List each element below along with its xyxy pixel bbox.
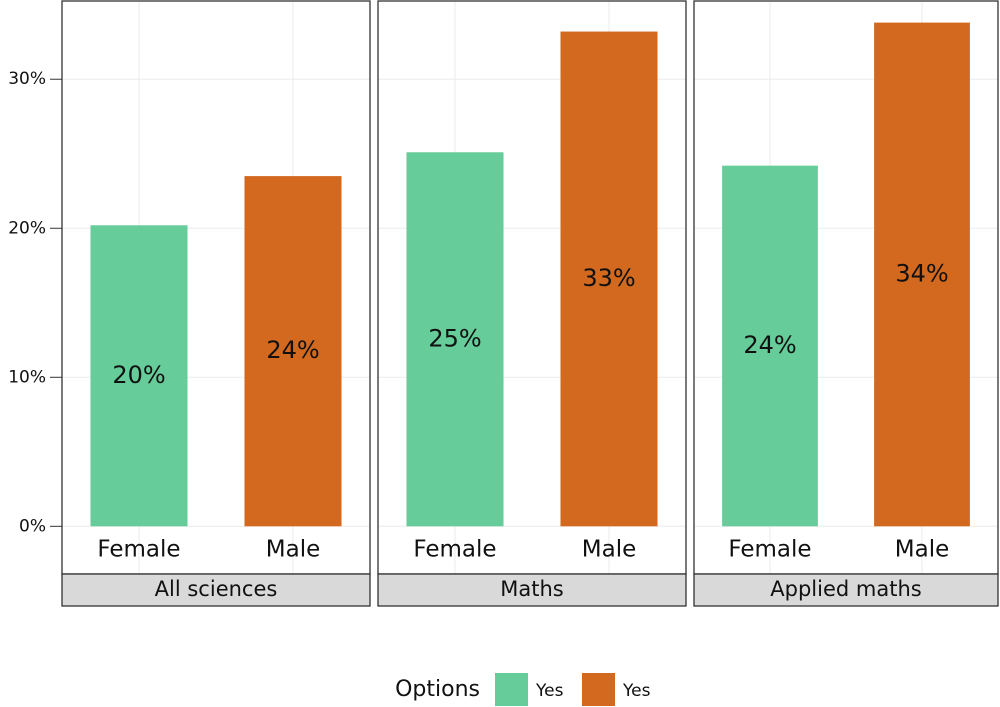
bar xyxy=(722,165,818,527)
y-tick-label: 0% xyxy=(19,516,46,536)
x-tick-label: Male xyxy=(895,537,949,563)
strip-label: All sciences xyxy=(155,577,278,601)
value-label: 20% xyxy=(112,361,165,389)
value-label: 24% xyxy=(266,336,319,364)
bar xyxy=(560,31,658,527)
bar xyxy=(90,225,188,527)
strip-label: Applied maths xyxy=(770,577,921,601)
legend-title: Options xyxy=(395,677,480,702)
value-label: 34% xyxy=(895,259,948,287)
value-label: 33% xyxy=(582,264,635,292)
legend-label: Yes xyxy=(622,681,651,701)
value-label: 25% xyxy=(428,324,481,352)
bar xyxy=(244,176,342,527)
bar xyxy=(406,152,504,527)
x-tick-label: Male xyxy=(266,537,320,563)
x-tick-label: Female xyxy=(97,537,180,563)
value-label: 24% xyxy=(743,331,796,359)
y-tick-label: 20% xyxy=(8,218,46,238)
x-tick-label: Male xyxy=(582,537,636,563)
bar xyxy=(874,22,970,527)
y-tick-label: 30% xyxy=(8,69,46,89)
strip xyxy=(377,573,687,607)
y-tick-label: 10% xyxy=(8,367,46,387)
strip-label: Maths xyxy=(500,577,563,601)
strip xyxy=(61,573,371,607)
x-tick-label: Female xyxy=(413,537,496,563)
strip xyxy=(693,573,999,607)
legend-swatch xyxy=(582,673,615,706)
x-tick-label: Female xyxy=(728,537,811,563)
legend-swatch xyxy=(495,673,528,706)
legend-label: Yes xyxy=(535,681,564,701)
